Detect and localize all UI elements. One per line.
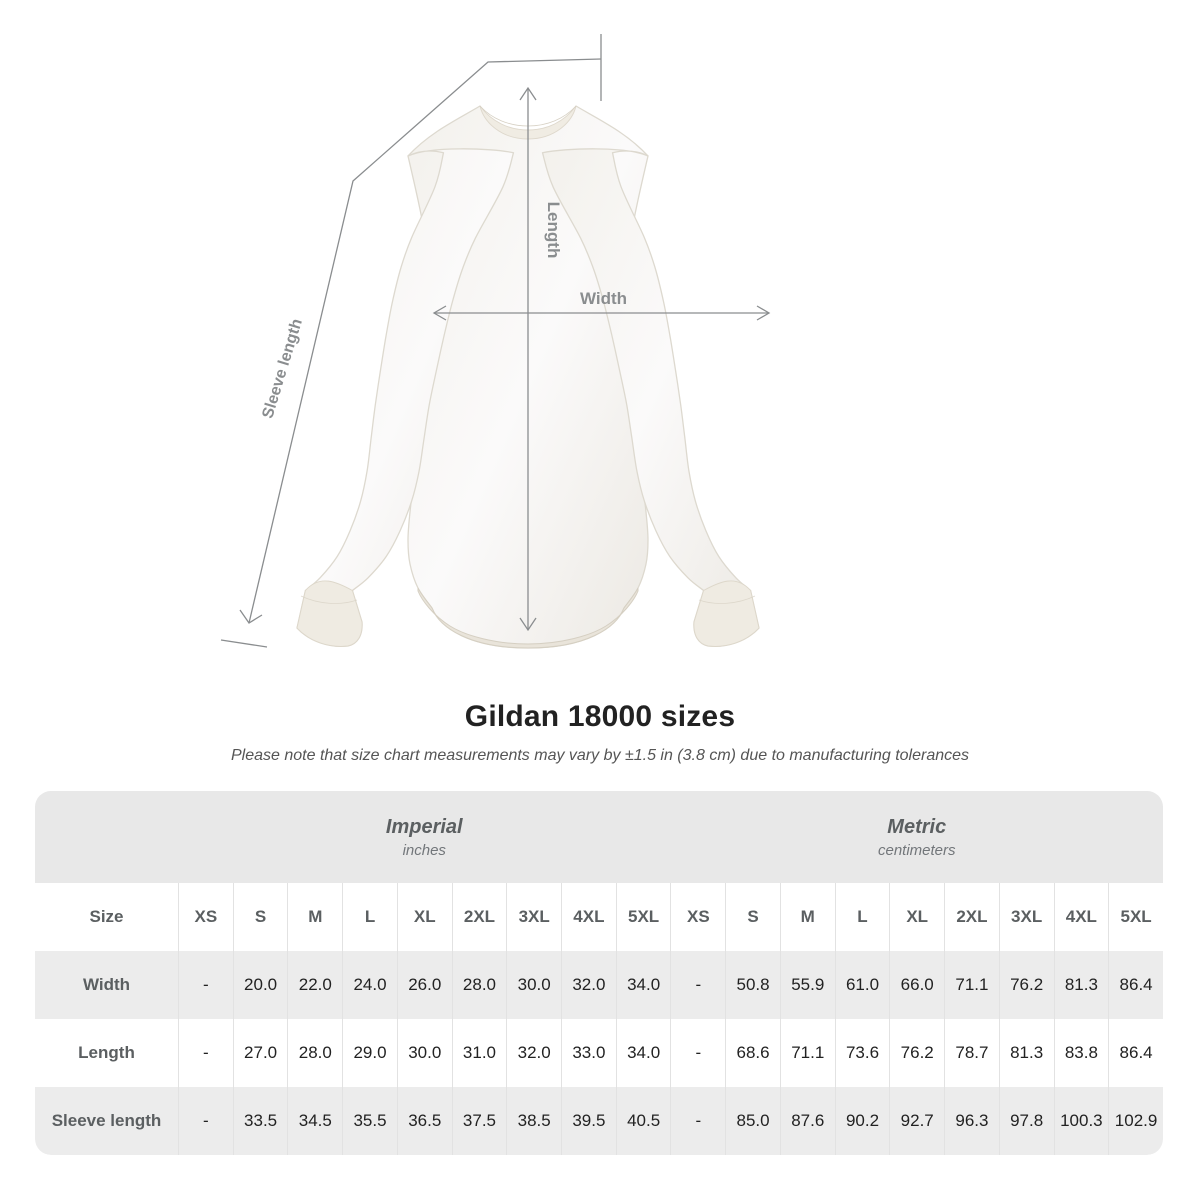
svg-text:Width: Width bbox=[580, 289, 627, 308]
svg-text:Length: Length bbox=[544, 202, 563, 259]
svg-text:Sleeve length: Sleeve length bbox=[259, 317, 305, 421]
